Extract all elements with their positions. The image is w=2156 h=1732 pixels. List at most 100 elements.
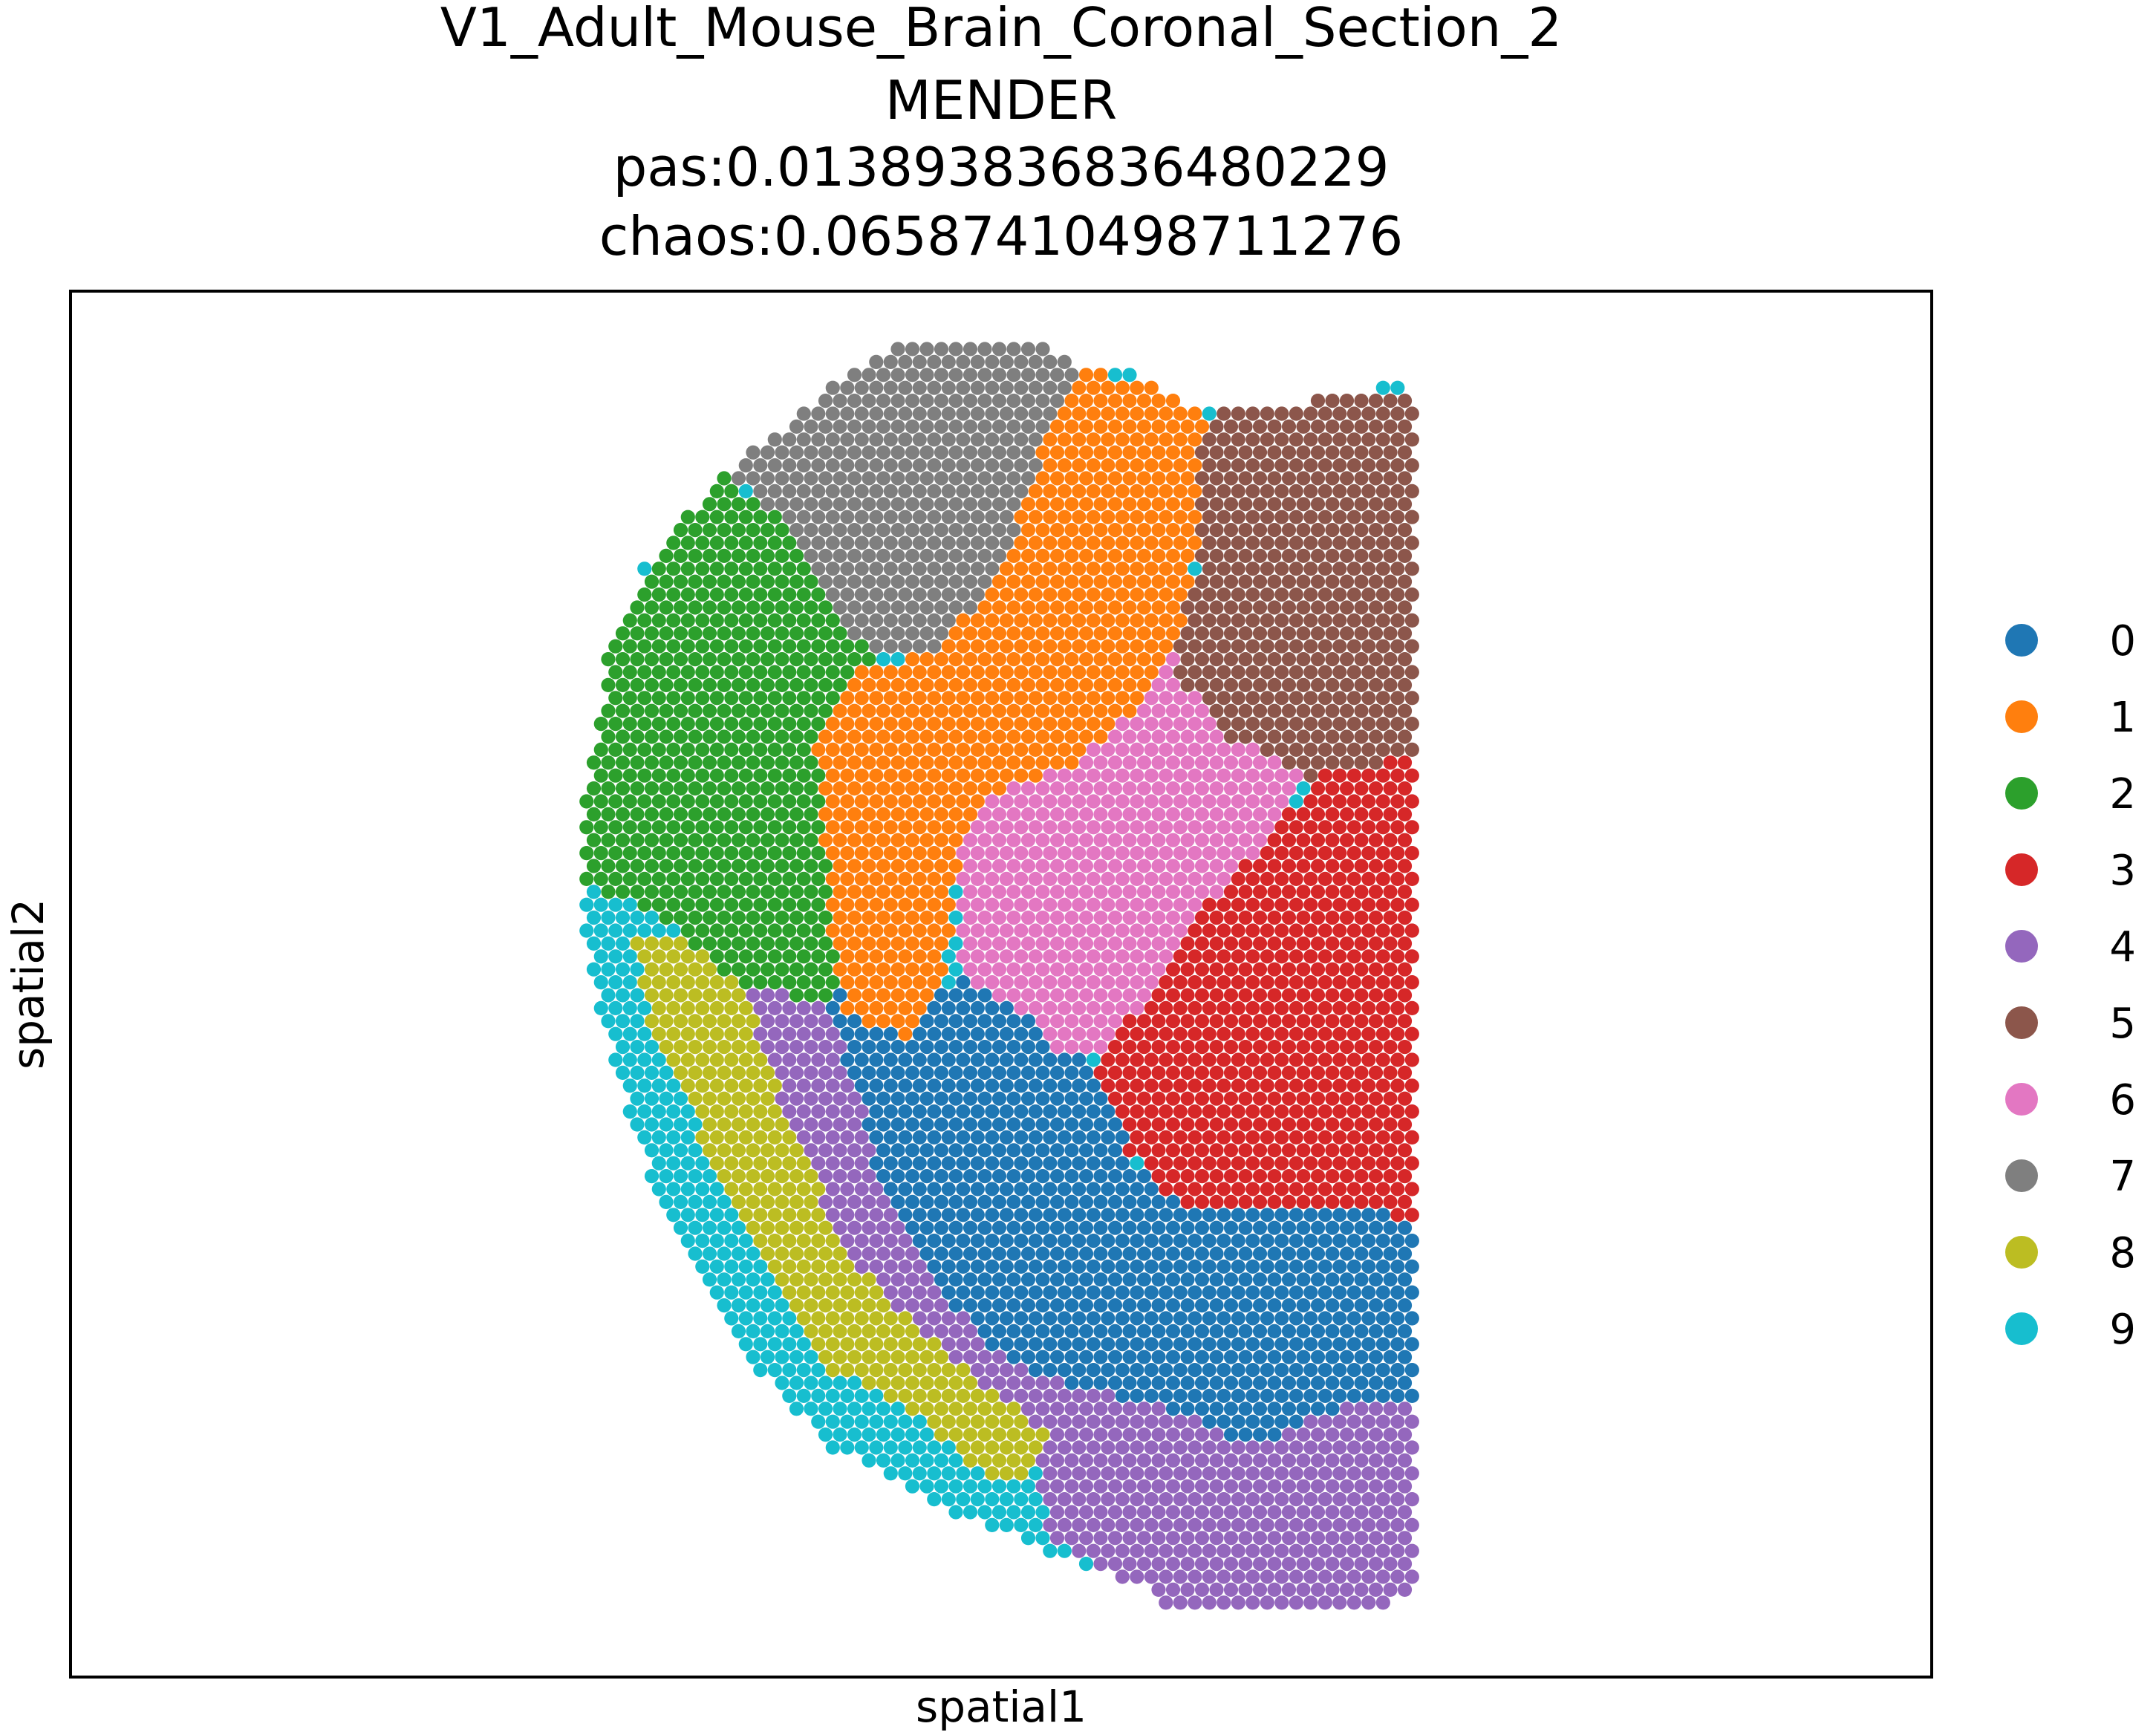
spot-cluster-0 <box>977 1194 992 1209</box>
spot-cluster-1 <box>934 833 949 847</box>
spot-cluster-3 <box>1101 1078 1116 1093</box>
spot-cluster-5 <box>1274 458 1289 473</box>
spot-cluster-9 <box>804 1401 818 1416</box>
spot-cluster-6 <box>1173 846 1188 861</box>
spot-cluster-7 <box>970 587 985 602</box>
legend-label-4: 4 <box>2109 923 2136 971</box>
spot-cluster-2 <box>651 742 666 758</box>
spot-cluster-6 <box>1115 846 1130 861</box>
spot-cluster-3 <box>1361 1182 1376 1197</box>
spot-cluster-6 <box>991 833 1007 847</box>
spot-cluster-0 <box>1130 1337 1144 1352</box>
spot-cluster-3 <box>1093 1065 1108 1080</box>
spot-cluster-0 <box>1130 1363 1144 1378</box>
spot-cluster-1 <box>1122 497 1137 512</box>
spot-cluster-5 <box>1375 458 1390 473</box>
spot-cluster-5 <box>1281 755 1297 770</box>
spot-cluster-4 <box>1346 1466 1361 1481</box>
spot-cluster-4 <box>956 1337 971 1352</box>
spot-cluster-3 <box>1136 1117 1152 1132</box>
spot-cluster-1 <box>1115 691 1130 706</box>
spot-cluster-0 <box>1136 1298 1152 1313</box>
spot-cluster-6 <box>1064 962 1079 977</box>
spot-cluster-2 <box>738 846 753 861</box>
spot-cluster-7 <box>999 458 1014 473</box>
spot-cluster-5 <box>1303 613 1318 628</box>
spot-cluster-5 <box>1354 600 1369 615</box>
spot-cluster-6 <box>1101 742 1116 758</box>
spot-cluster-3 <box>1383 859 1398 873</box>
spot-cluster-2 <box>760 833 775 847</box>
spot-cluster-6 <box>1107 833 1123 847</box>
spot-cluster-2 <box>622 871 637 886</box>
spot-cluster-8 <box>847 1350 862 1364</box>
spot-cluster-9 <box>622 1052 637 1067</box>
spot-cluster-1 <box>1144 484 1159 499</box>
spot-cluster-3 <box>1296 1014 1311 1029</box>
spot-cluster-0 <box>1281 1220 1297 1235</box>
spot-cluster-4 <box>1354 1582 1369 1597</box>
spot-cluster-7 <box>840 406 855 421</box>
spot-cluster-1 <box>956 742 971 758</box>
spot-cluster-9 <box>724 1208 739 1223</box>
spot-cluster-3 <box>1390 1078 1405 1093</box>
spot-cluster-0 <box>1078 1169 1094 1184</box>
spot-cluster-0 <box>883 1104 898 1119</box>
spot-cluster-0 <box>890 1065 905 1080</box>
spot-cluster-3 <box>1383 911 1398 925</box>
spot-cluster-3 <box>1202 1026 1217 1041</box>
spot-cluster-7 <box>898 406 913 421</box>
spot-cluster-7 <box>977 497 992 512</box>
spot-cluster-0 <box>1064 1350 1079 1364</box>
spot-cluster-7 <box>956 484 971 499</box>
spot-cluster-1 <box>1035 471 1050 486</box>
spot-cluster-3 <box>1238 988 1253 1003</box>
spot-cluster-2 <box>753 691 768 706</box>
spot-cluster-0 <box>1332 1285 1347 1300</box>
spot-cluster-9 <box>883 1414 898 1429</box>
spot-cluster-8 <box>760 1117 775 1132</box>
spot-cluster-1 <box>1165 445 1181 460</box>
spot-cluster-5 <box>1318 458 1332 473</box>
spot-cluster-1 <box>927 768 942 783</box>
spot-cluster-0 <box>1217 1363 1231 1378</box>
spot-cluster-3 <box>1332 1052 1347 1067</box>
spot-cluster-0 <box>963 1194 978 1209</box>
spot-cluster-3 <box>1332 949 1347 964</box>
spot-cluster-9 <box>818 1375 833 1390</box>
spot-cluster-2 <box>651 794 666 809</box>
spot-cluster-5 <box>1397 523 1413 538</box>
spot-cluster-9 <box>760 1298 775 1313</box>
spot-cluster-1 <box>1173 509 1188 524</box>
spot-cluster-0 <box>1267 1427 1282 1442</box>
spot-cluster-3 <box>1289 1182 1303 1197</box>
spot-cluster-5 <box>1318 509 1332 524</box>
spot-cluster-3 <box>1332 768 1347 783</box>
spot-cluster-5 <box>1368 548 1384 564</box>
spot-cluster-2 <box>731 885 746 899</box>
spot-cluster-3 <box>1180 1117 1195 1132</box>
spot-cluster-0 <box>869 1130 884 1145</box>
spot-cluster-5 <box>1289 535 1303 550</box>
spot-cluster-4 <box>1361 1595 1376 1610</box>
spot-cluster-4 <box>1231 1466 1245 1481</box>
spot-cluster-5 <box>1289 432 1303 447</box>
spot-cluster-2 <box>738 639 753 654</box>
spot-cluster-4 <box>789 1040 804 1055</box>
spot-cluster-4 <box>1209 1582 1224 1597</box>
spot-cluster-3 <box>1223 1143 1239 1158</box>
spot-cluster-2 <box>760 781 775 796</box>
spot-cluster-6 <box>1006 988 1021 1003</box>
spot-cluster-2 <box>760 523 775 538</box>
spot-cluster-2 <box>702 833 717 847</box>
spot-cluster-1 <box>912 975 927 990</box>
spot-cluster-2 <box>644 574 659 589</box>
spot-cluster-9 <box>673 1194 688 1209</box>
spot-cluster-0 <box>876 1065 891 1080</box>
spot-cluster-6 <box>1107 729 1123 744</box>
spot-cluster-0 <box>963 1014 978 1029</box>
spot-cluster-8 <box>702 1014 717 1029</box>
spot-cluster-6 <box>1245 846 1260 861</box>
spot-cluster-6 <box>1086 923 1101 938</box>
spot-cluster-7 <box>999 354 1014 369</box>
